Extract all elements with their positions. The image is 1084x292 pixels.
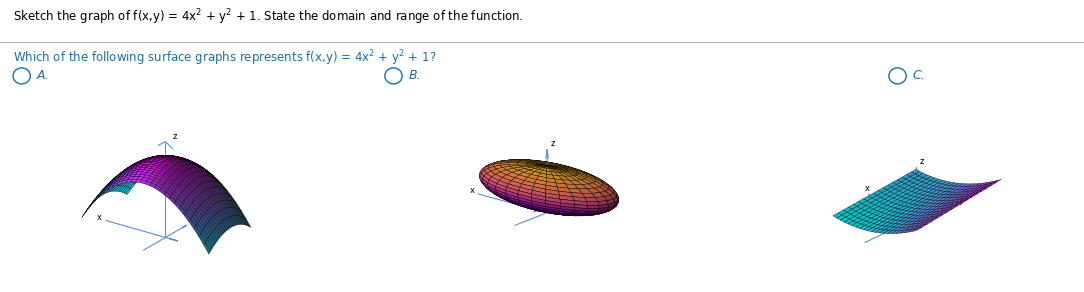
Text: A.: A. <box>37 69 50 82</box>
Text: B.: B. <box>409 69 422 82</box>
Text: C.: C. <box>913 69 926 82</box>
Text: Sketch the graph of f(x,y) = 4x$^2$ + y$^2$ + 1. State the domain and range of t: Sketch the graph of f(x,y) = 4x$^2$ + y$… <box>13 7 524 27</box>
Text: Which of the following surface graphs represents f(x,y) = 4x$^2$ + y$^2$ + 1?: Which of the following surface graphs re… <box>13 48 437 68</box>
